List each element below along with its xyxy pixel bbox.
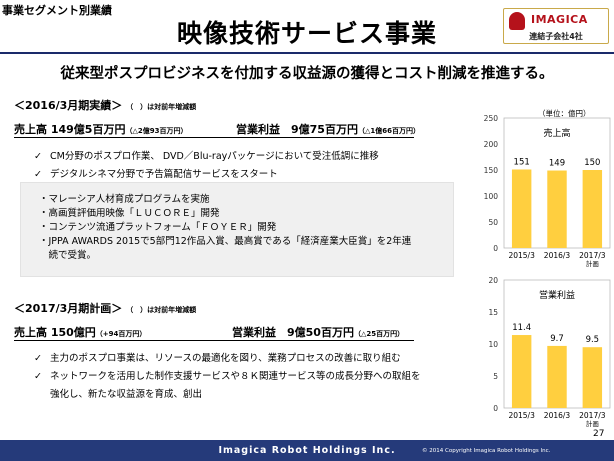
- actual-bullet: ✓ デジタルシネマ分野で予告篇配信サービスをスタート: [34, 166, 278, 180]
- check-icon: ✓: [34, 151, 42, 162]
- y-tick-label: 250: [484, 114, 499, 123]
- bar: [582, 347, 603, 408]
- footer-bar: [0, 440, 614, 461]
- y-tick-label: 0: [493, 244, 498, 253]
- check-icon: ✓: [34, 169, 42, 180]
- y-tick-label: 100: [484, 192, 499, 201]
- achievement-item: ・マレーシア人材育成プログラムを実施: [39, 194, 210, 205]
- page-number: 27: [593, 429, 605, 439]
- actual-heading-text: ＜2016/3月期実績＞: [14, 99, 123, 112]
- actual-profit-value: 営業利益 9億75百万円: [236, 123, 358, 136]
- logo-name: IMAGICA: [531, 13, 588, 26]
- achievement-item: ・JPPA AWARDS 2015で5部門12作品入賞、最高賞である「経済産業大…: [39, 236, 412, 247]
- x-tick-label: 2017/3: [579, 411, 606, 420]
- x-tick-sublabel: 計画: [586, 419, 599, 428]
- data-label: 9.7: [550, 334, 564, 344]
- actual-bullet: ✓ CM分野のポスプロ作業、 DVD／Blu-rayパッケージにおいて受注低調に推…: [34, 148, 379, 162]
- y-tick-label: 10: [488, 340, 498, 349]
- unit-label: （単位：億円）: [538, 109, 591, 118]
- check-icon: ✓: [34, 353, 42, 364]
- x-tick-sublabel: 計画: [586, 259, 599, 268]
- y-tick-label: 5: [493, 372, 498, 381]
- bar: [511, 335, 532, 408]
- y-tick-label: 200: [484, 140, 499, 149]
- y-tick-label: 150: [484, 166, 499, 175]
- chart-title: 営業利益: [539, 289, 575, 301]
- segment-label: 事業セグメント別業績: [2, 4, 112, 17]
- plan-bullet: ✓ 主力のポスプロ事業は、リソースの最適化を図り、業務プロセスの改善に取り組む: [34, 350, 401, 364]
- profit-chart: 0 5 10 15 20 営業利益 11.4 2015/3 9.7 2016/3 9.5 2017/3…: [488, 276, 611, 428]
- actual-sales-value: 売上高 149億5百万円: [14, 123, 126, 136]
- plan-profit-diff: （△25百万円）: [353, 330, 405, 338]
- x-tick-label: 2017/3: [579, 251, 606, 260]
- headline: 従来型ポスプロビジネスを付加する収益源の獲得とコスト削減を推進する。: [60, 66, 554, 82]
- x-tick-label: 2016/3: [544, 251, 571, 260]
- bar: [582, 170, 603, 248]
- plan-sales-value: 売上高 150億円: [14, 326, 96, 339]
- logo-mark-icon: [509, 12, 525, 30]
- chart-title: 売上高: [543, 127, 570, 139]
- sales-chart: 0 50 100 150 200 250 売上高 151 2015/3 149 2016/3 150 2…: [484, 114, 611, 268]
- header-divider: [0, 52, 614, 54]
- y-tick-label: 20: [488, 276, 498, 285]
- company-logo: IMAGICA 連結子会社4社: [503, 8, 609, 44]
- data-label: 11.4: [512, 323, 531, 333]
- bar: [547, 170, 567, 248]
- data-label: 9.5: [586, 335, 600, 345]
- bar: [511, 169, 532, 248]
- data-label: 149: [549, 159, 565, 169]
- y-tick-label: 15: [488, 308, 498, 317]
- achievement-item: ・コンテンツ流通プラットフォーム「ＦＯＹＥＲ」開発: [39, 222, 277, 233]
- plan-profit-value: 営業利益 9億50百万円: [232, 326, 354, 339]
- achievements-box: ・マレーシア人材育成プログラムを実施 ・高画質評価用映像「ＬＵＣＯＲＥ」開発 ・…: [20, 182, 454, 277]
- y-tick-label: 50: [488, 218, 498, 227]
- plan-note: （ ）は対前年増減額: [126, 306, 197, 314]
- logo-subtitle: 連結子会社4社: [529, 32, 583, 41]
- bar: [547, 345, 567, 408]
- actual-profit-diff: （△1億66百万円）: [357, 127, 420, 135]
- actual-sales-diff: （△2億93百万円）: [125, 127, 188, 135]
- x-tick-label: 2015/3: [508, 251, 535, 260]
- actual-bullet-text: CM分野のポスプロ作業、 DVD／Blu-rayパッケージにおいて受注低調に推移: [50, 151, 379, 162]
- check-icon: ✓: [34, 371, 42, 382]
- achievement-item: ・高画質評価用映像「ＬＵＣＯＲＥ」開発: [39, 208, 220, 219]
- x-tick-label: 2015/3: [508, 411, 535, 420]
- plan-bullet-continued: 強化し、新たな収益源を育成、創出: [50, 389, 203, 400]
- actual-underline: [14, 137, 414, 138]
- plan-bullet-text: ネットワークを活用した制作支援サービスや８Ｋ関連サービス等の成長分野への取組を: [50, 371, 421, 382]
- footer-copyright: © 2014 Copyright Imagica Robot Holdings …: [422, 448, 551, 454]
- data-label: 150: [584, 158, 600, 168]
- actual-profit: 営業利益 9億75百万円（△1億66百万円）: [236, 121, 420, 137]
- y-tick-label: 0: [493, 404, 498, 413]
- data-label: 151: [514, 157, 530, 167]
- plan-bullet-text: 主力のポスプロ事業は、リソースの最適化を図り、業務プロセスの改善に取り組む: [50, 353, 401, 364]
- page-title: 映像技術サービス事業: [176, 19, 437, 48]
- plan-sales-diff: （+94百万円）: [95, 330, 147, 338]
- achievement-item: 続で受賞。: [39, 250, 97, 261]
- plan-bullet: ✓ ネットワークを活用した制作支援サービスや８Ｋ関連サービス等の成長分野への取組を: [34, 368, 421, 382]
- plan-heading: ＜2017/3月期計画＞ （ ）は対前年増減額: [14, 300, 196, 316]
- actual-bullet-text: デジタルシネマ分野で予告篇配信サービスをスタート: [50, 169, 278, 180]
- plan-heading-text: ＜2017/3月期計画＞: [14, 302, 123, 315]
- footer-company: Imagica Robot Holdings Inc.: [218, 445, 396, 456]
- plan-profit: 営業利益 9億50百万円（△25百万円）: [232, 324, 404, 340]
- actual-heading: ＜2016/3月期実績＞ （ ）は対前年増減額: [14, 97, 196, 113]
- plan-sales: 売上高 150億円（+94百万円）: [14, 324, 146, 340]
- actual-sales: 売上高 149億5百万円（△2億93百万円）: [14, 121, 187, 137]
- actual-note: （ ）は対前年増減額: [126, 103, 197, 111]
- x-tick-label: 2016/3: [544, 411, 571, 420]
- plan-underline: [14, 340, 414, 341]
